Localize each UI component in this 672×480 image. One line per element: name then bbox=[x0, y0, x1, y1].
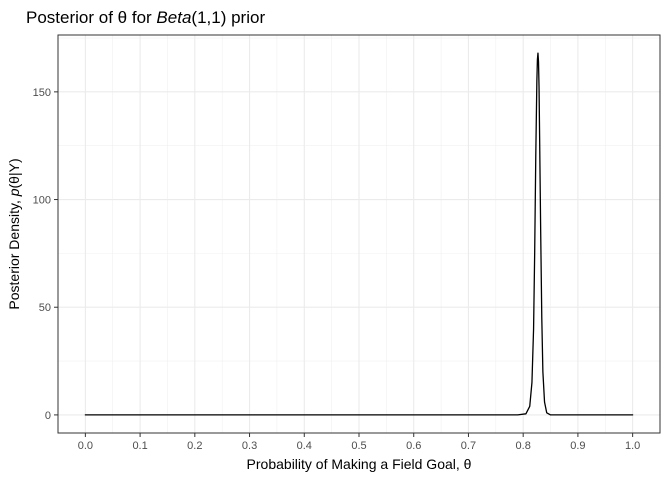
posterior-density-line bbox=[84, 52, 634, 416]
x-axis-title-theta-symbol: θ bbox=[464, 456, 472, 472]
title-theta-symbol: θ bbox=[118, 8, 127, 27]
y-axis-title-function: p bbox=[6, 188, 22, 197]
y-tick-label: 50 bbox=[39, 302, 51, 314]
title-prefix: Posterior of bbox=[26, 8, 118, 27]
plot-panel bbox=[57, 34, 661, 434]
x-tick-label: 0.6 bbox=[406, 440, 421, 452]
y-tick-label: 100 bbox=[33, 195, 51, 207]
x-axis-title-text: Probability of Making a Field Goal, bbox=[247, 456, 464, 472]
x-tick-label: 0.4 bbox=[297, 440, 312, 452]
x-tick-label: 1.0 bbox=[625, 440, 640, 452]
x-tick-label: 0.2 bbox=[187, 440, 202, 452]
chart-title: Posterior of θ for Beta(1,1) prior bbox=[26, 8, 265, 27]
y-axis-title-prefix: Posterior Density, bbox=[6, 196, 22, 309]
y-axis-title-args: (θ|Y) bbox=[6, 158, 22, 188]
title-distribution-params: (1,1) bbox=[191, 8, 226, 27]
y-tick-label: 150 bbox=[33, 87, 51, 99]
x-tick-label: 0.7 bbox=[461, 440, 476, 452]
x-tick-label: 0.0 bbox=[78, 440, 93, 452]
x-axis-title: Probability of Making a Field Goal, θ bbox=[247, 456, 472, 472]
x-tick-label: 0.5 bbox=[351, 440, 366, 452]
x-tick-label: 0.9 bbox=[570, 440, 585, 452]
title-middle: for bbox=[127, 8, 156, 27]
y-axis: 0 50 100 150 bbox=[33, 87, 58, 422]
x-tick-label: 0.1 bbox=[132, 440, 147, 452]
x-tick-label: 0.8 bbox=[516, 440, 531, 452]
y-tick-label: 0 bbox=[45, 410, 51, 422]
x-tick-label: 0.3 bbox=[242, 440, 257, 452]
series-layer bbox=[84, 52, 634, 416]
title-suffix: prior bbox=[226, 8, 265, 27]
y-axis-title: Posterior Density, p(θ|Y) bbox=[6, 158, 22, 309]
title-distribution-name: Beta bbox=[156, 8, 191, 27]
x-axis: 0.0 0.1 0.2 0.3 0.4 0.5 0.6 0.7 0.8 0.9 1.0 bbox=[78, 433, 640, 452]
